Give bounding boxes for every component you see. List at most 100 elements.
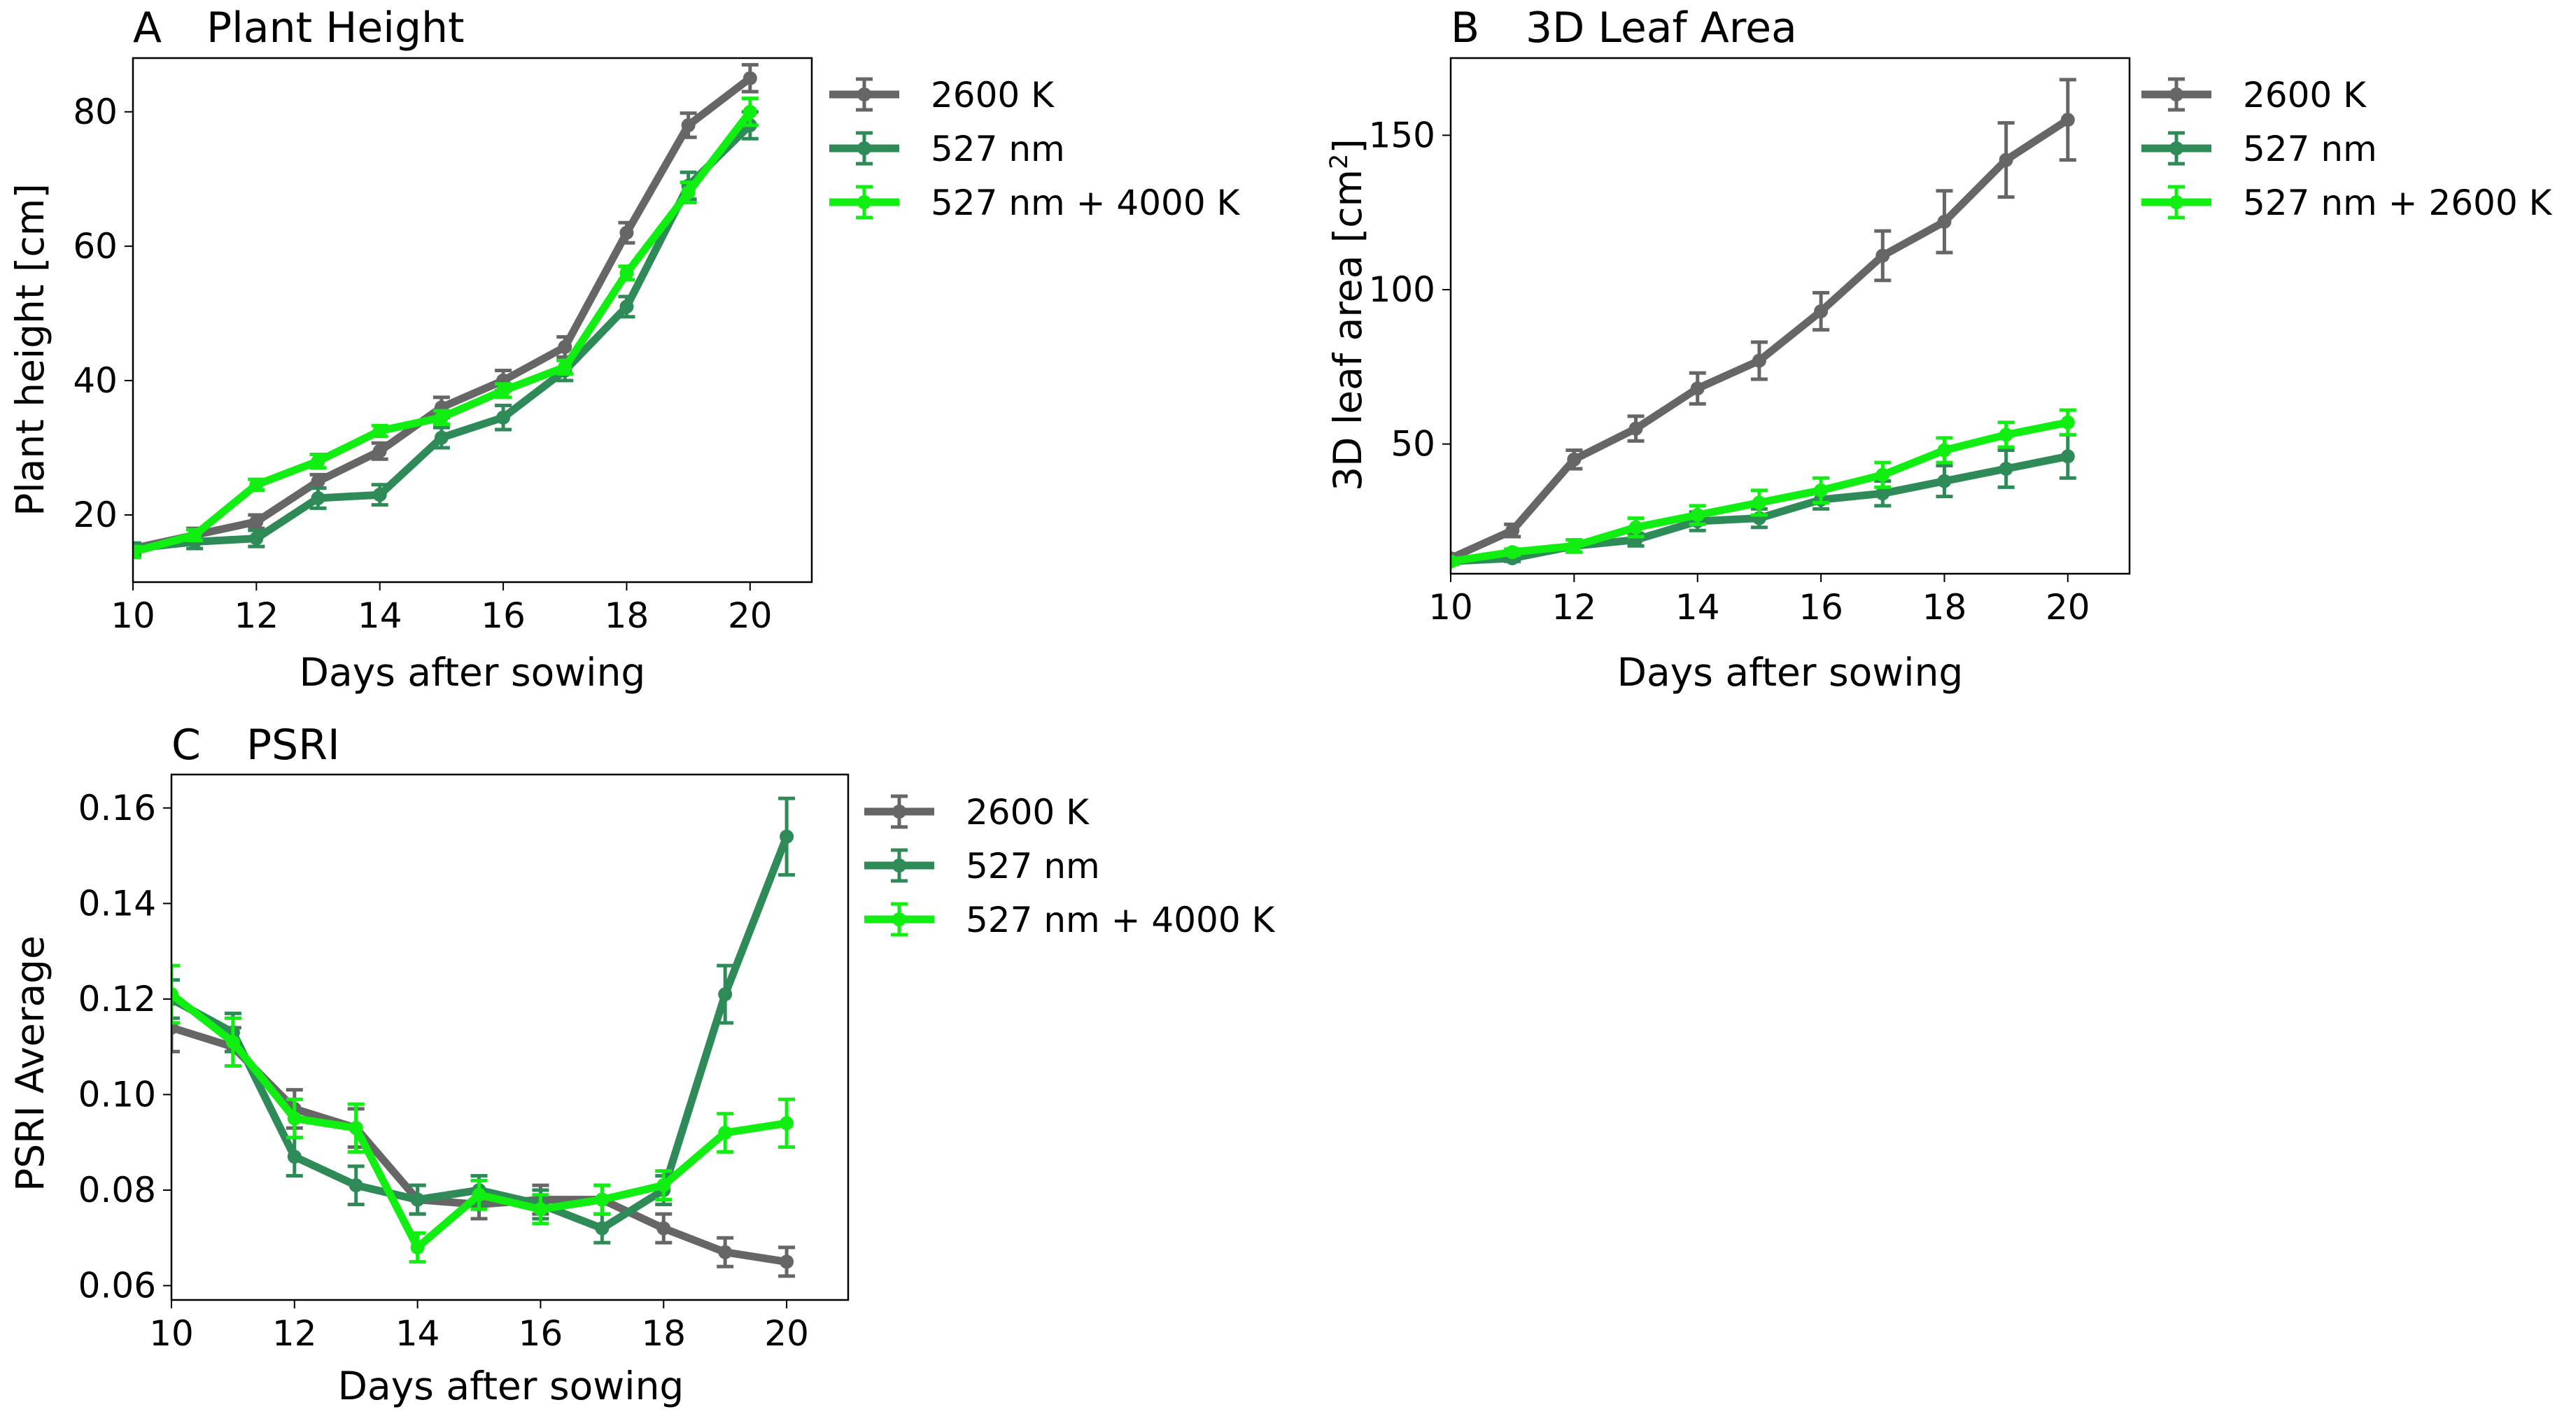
pc-ytick-label-1: 0.08 (78, 1170, 156, 1210)
pb-point-0-6 (1814, 304, 1829, 318)
pa-point-2-7 (558, 360, 572, 374)
pa-point-2-1 (188, 528, 202, 542)
pa-point-1-8 (619, 299, 634, 314)
pc-data (171, 796, 796, 1278)
pa-ytick-label-2: 60 (73, 226, 118, 267)
panel-c-plot: 10 12 14 16 18 20 0.06 0.08 0.10 0.12 0.14 0.16 (78, 773, 850, 1354)
panel-a-ylabel-text: Plant height [cm] (8, 183, 52, 516)
pb-xtick-label-2: 14 (1675, 587, 1720, 628)
pb-xtick-label-4: 18 (1922, 587, 1967, 628)
pb-xtick-label-1: 12 (1552, 587, 1597, 628)
pa-xtick-label-3: 16 (481, 595, 526, 636)
panel-a-ylabel: Plant height [cm] (8, 183, 52, 516)
pa-point-2-10 (742, 104, 757, 119)
pc-legend-item-1: 527 nm (864, 846, 1100, 886)
pc-legend-label-1: 527 nm (966, 846, 1100, 886)
pc-point-2-1 (225, 1035, 240, 1049)
pb-legend-item-0: 2600 K (2141, 75, 2367, 115)
pb-point-2-4 (1690, 508, 1705, 523)
pc-errorbar-2-0 (171, 963, 180, 1025)
pb-point-0-8 (1937, 214, 1952, 229)
pb-point-2-0 (1451, 554, 1458, 569)
pc-legend-item-0: 2600 K (864, 792, 1090, 833)
pa-ytick-label-3: 80 (73, 92, 118, 132)
panel-b-ylabel: 3D leaf area [cm2] (1325, 139, 1370, 491)
pc-point-2-2 (287, 1111, 302, 1126)
pb-point-0-7 (1875, 248, 1890, 263)
panel-a: A Plant Height Plant height [cm] Days af… (8, 3, 1241, 695)
pa-ytick-label-0: 20 (73, 495, 118, 535)
panel-b-plot: 10 12 14 16 18 20 50 100 150 (1369, 57, 2131, 628)
pb-point-1-10 (2060, 449, 2075, 464)
panel-b-letter: B (1451, 3, 1479, 52)
panel-a-xlabel: Days after sowing (300, 650, 646, 695)
pc-point-2-6 (533, 1202, 548, 1217)
pb-point-2-8 (1937, 443, 1952, 458)
pa-point-2-0 (133, 544, 140, 559)
pa-legend-label-2: 527 nm + 4000 K (931, 183, 1241, 223)
pc-ytick-label-3: 0.12 (78, 979, 156, 1019)
pa-point-0-8 (619, 225, 634, 240)
pa-point-2-5 (434, 410, 449, 425)
pa-point-0-3 (311, 474, 325, 488)
pb-ytick-label-2: 150 (1369, 115, 1435, 155)
pc-point-2-0 (171, 987, 178, 1002)
pa-xtick-label-2: 14 (358, 595, 402, 636)
pc-legend-label-0: 2600 K (966, 792, 1090, 833)
pb-point-0-1 (1505, 523, 1520, 538)
pc-point-1-3 (349, 1178, 363, 1193)
pb-point-0-10 (2060, 113, 2075, 127)
pa-point-1-5 (434, 430, 449, 445)
pb-xtick-label-3: 16 (1799, 587, 1843, 628)
pc-legend-label-2: 527 nm + 4000 K (966, 900, 1276, 940)
pa-point-0-9 (681, 118, 696, 133)
pa-legend-label-0: 2600 K (931, 75, 1055, 115)
panel-b-ylabel-after: ] (1325, 139, 1370, 153)
pa-series-line-0 (133, 74, 754, 553)
pa-series-line-1 (133, 121, 754, 553)
pc-legend-item-2: 527 nm + 4000 K (864, 900, 1276, 940)
panel-c: C PSRI PSRI Average Days after sowing 10… (8, 721, 1276, 1408)
pc-point-2-10 (780, 1116, 794, 1131)
pa-point-1-4 (372, 488, 387, 502)
pc-point-0-9 (718, 1245, 733, 1259)
pa-ytick-label-1: 40 (73, 360, 118, 401)
pb-point-0-4 (1690, 381, 1705, 396)
panel-b-legend: 2600 K 527 nm 527 nm + 2600 K (2141, 75, 2553, 223)
pb-point-2-9 (1999, 427, 2013, 442)
pc-point-1-2 (287, 1150, 302, 1164)
pa-point-0-2 (249, 514, 264, 529)
pb-legend-label-1: 527 nm (2243, 129, 2377, 169)
pc-point-1-7 (595, 1221, 610, 1236)
pa-xtick-label-0: 10 (111, 595, 155, 636)
panel-a-letter: A (133, 3, 162, 52)
pb-point-1-9 (1999, 461, 2013, 476)
panel-b-ylabel-sup: 2 (1325, 154, 1353, 169)
pa-xtick-label-4: 18 (605, 595, 649, 636)
panel-c-letter: C (171, 721, 201, 770)
panel-c-title: PSRI (246, 721, 340, 770)
pc-point-0-10 (780, 1254, 794, 1269)
pb-point-2-1 (1505, 545, 1520, 560)
panel-b-title: 3D Leaf Area (1526, 3, 1797, 52)
pc-point-2-5 (472, 1187, 486, 1202)
pb-point-0-9 (1999, 153, 2013, 167)
pb-legend-label-2: 527 nm + 2600 K (2243, 183, 2553, 223)
pa-xtick-label-1: 12 (234, 595, 279, 636)
pc-xtick-label-5: 20 (764, 1313, 809, 1354)
pb-point-2-3 (1628, 520, 1643, 535)
panel-c-ylabel: PSRI Average (8, 935, 52, 1192)
pc-xtick-label-1: 12 (272, 1313, 317, 1354)
pb-ytick-label-1: 100 (1369, 269, 1435, 310)
panel-c-ylabel-text: PSRI Average (8, 935, 52, 1192)
panel-b-xlabel: Days after sowing (1617, 650, 1964, 695)
pc-xtick-label-3: 16 (519, 1313, 563, 1354)
pa-point-2-9 (681, 185, 696, 200)
pb-point-2-7 (1875, 467, 1890, 482)
pc-point-1-9 (718, 987, 733, 1002)
pc-point-2-9 (718, 1126, 733, 1140)
pa-xtick-label-5: 20 (728, 595, 773, 636)
pc-point-2-3 (349, 1121, 363, 1136)
panel-b-ylabel-text: 3D leaf area [cm (1325, 169, 1370, 491)
